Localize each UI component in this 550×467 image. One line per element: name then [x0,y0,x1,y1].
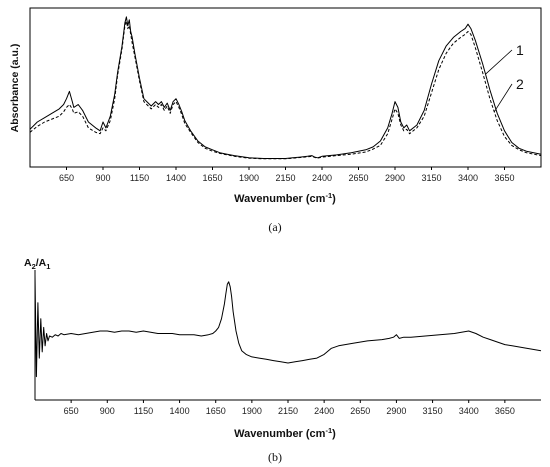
x-tick-label-b-1: 900 [100,406,115,416]
legend-label-1: 1 [516,42,524,58]
legend-leader-1 [485,49,513,75]
x-tick-label-a-2: 1150 [130,173,149,183]
x-tick-label-b-8: 2650 [350,406,370,416]
x-tick-label-b-12: 3650 [495,406,515,416]
x-tick-label-a-11: 3400 [458,173,478,183]
panel-a-x-axis-label-sup: -1 [325,191,332,200]
panel-a-plot-frame [29,7,542,168]
panel-a-series-lines [29,16,542,160]
x-tick-label-a-7: 2400 [312,173,332,183]
series-line-a-1 [29,20,542,160]
panel-b-y-axis-label: A2/A1 [24,257,50,271]
x-tick-label-a-0: 650 [59,173,74,183]
x-tick-label-a-5: 1900 [239,173,259,183]
panel-a-x-ticks: 650 900 1150 1400 1650 1900 2150 2400 2650 2900 31… [59,167,515,183]
x-tick-label-b-11: 3400 [459,406,479,416]
panel-b-caption: (b) [268,450,282,464]
x-tick-label-b-10: 3150 [423,406,443,416]
x-tick-label-a-9: 2900 [385,173,405,183]
x-tick-label-b-0: 650 [64,406,79,416]
legend-label-2: 2 [516,76,524,92]
panel-a-chart: 650 900 1150 1400 1650 1900 2150 2400 2650 2900 31… [9,7,542,234]
x-tick-label-b-9: 2900 [386,406,406,416]
x-tick-label-b-5: 1900 [242,406,262,416]
x-tick-label-a-4: 1650 [202,173,222,183]
x-tick-label-b-7: 2400 [314,406,334,416]
x-tick-label-a-12: 3650 [494,173,514,183]
panel-a-caption: (a) [268,220,281,234]
x-tick-label-a-6: 2150 [275,173,295,183]
series-line-a-0 [29,16,542,159]
x-tick-label-a-3: 1400 [166,173,186,183]
panel-a-y-axis-label: Absorbance (a.u.) [9,44,21,133]
x-tick-label-b-6: 2150 [278,406,298,416]
panel-b-chart: 650 900 1150 1400 1650 1900 2150 2400 2650 2900 31… [24,257,542,464]
x-tick-label-a-1: 900 [95,173,110,183]
x-tick-label-b-2: 1150 [134,406,153,416]
x-tick-label-a-10: 3150 [421,173,441,183]
series-line-b-0 [34,274,542,378]
x-tick-label-b-3: 1400 [170,406,190,416]
x-tick-label-b-4: 1650 [206,406,226,416]
panel-a-x-axis-label: Wavenumber (cm-1) [234,191,336,205]
panel-b-x-axis-label-sup: -1 [325,426,332,435]
panel-b-x-axis-label: Wavenumber (cm-1) [234,426,336,440]
panel-b-series-lines [34,274,542,378]
panel-a-legend: 12 [485,42,524,113]
x-tick-label-a-8: 2650 [348,173,368,183]
legend-leader-2 [493,83,513,113]
panel-b-x-ticks: 650 900 1150 1400 1650 1900 2150 2400 2650 2900 31… [64,400,515,416]
